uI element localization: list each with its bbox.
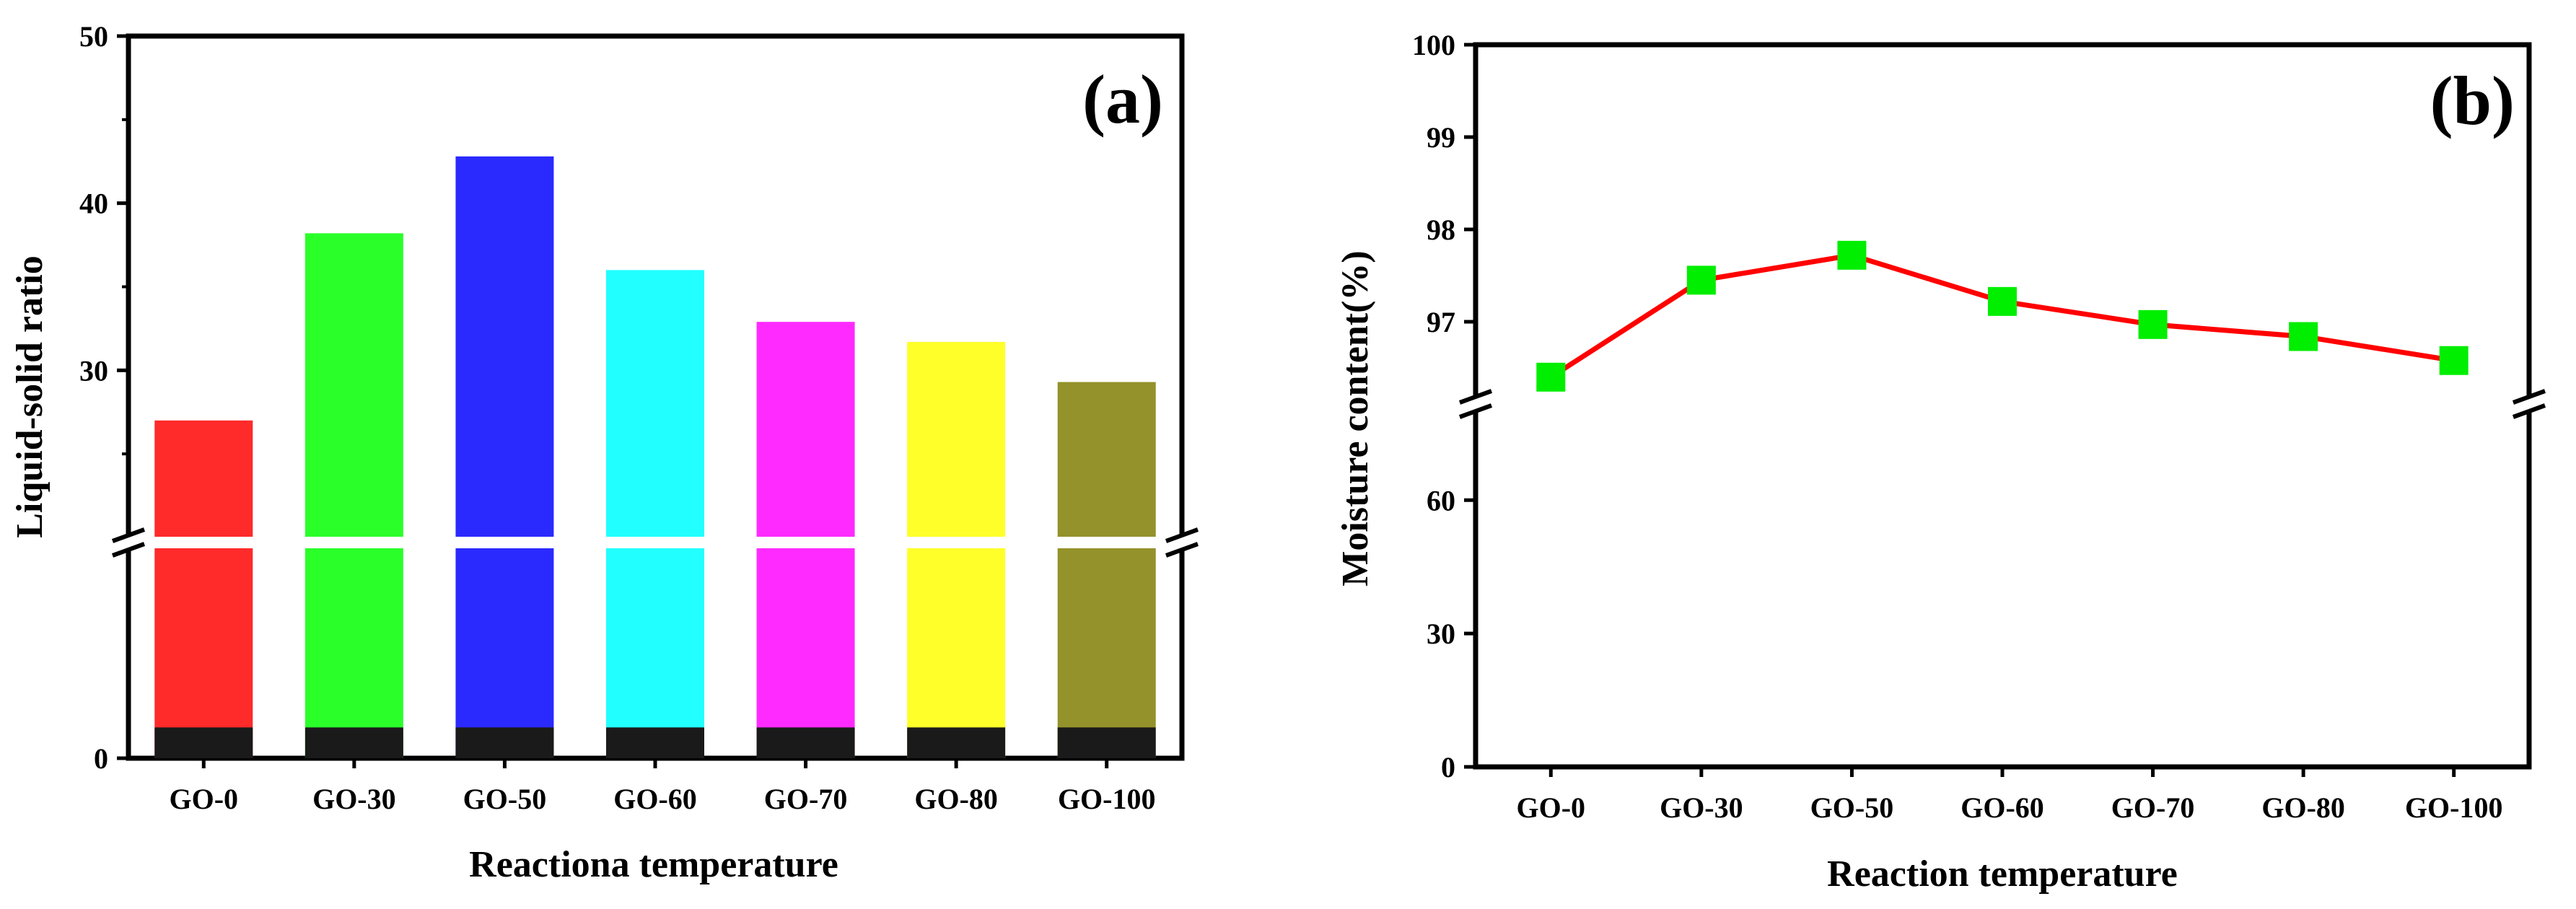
y-tick-label-40: 40 <box>79 188 108 220</box>
bar-GO-80-upper <box>907 341 1006 537</box>
break-right-slash-bottom <box>1165 542 1199 558</box>
y-tick-label-97: 97 <box>1427 306 1455 338</box>
bar-GO-30-base <box>305 727 403 758</box>
bar-GO-50-lower <box>455 548 554 758</box>
panel-a-label: (a) <box>1082 61 1163 138</box>
panel-b-y-axis-title: Moisture content(%) <box>1335 250 1376 587</box>
bar-GO-50-base <box>455 727 554 758</box>
bar-GO-80-lower <box>907 548 1006 758</box>
panel-a-y-axis-title: Liquid-solid ratio <box>9 255 51 538</box>
y-tick-label-100: 100 <box>1412 29 1455 61</box>
x-tick-label-GO-30: GO-30 <box>312 783 396 815</box>
x-tick-label-GO-50: GO-50 <box>1810 791 1894 824</box>
y-tick-label-99: 99 <box>1427 121 1455 154</box>
marker-GO-30 <box>1686 265 1716 295</box>
bar-GO-100-base <box>1057 727 1156 758</box>
break-gap-band <box>131 537 1179 548</box>
bar-GO-0-base <box>154 727 253 758</box>
bar-GO-30-lower <box>305 548 403 758</box>
marker-GO-100 <box>2439 346 2468 375</box>
y-tick-label-30: 30 <box>1427 618 1455 650</box>
x-tick-label-GO-80: GO-80 <box>914 783 998 815</box>
x-tick-label-GO-60: GO-60 <box>613 783 697 815</box>
x-tick-label-GO-80: GO-80 <box>2261 791 2345 824</box>
panel-a-x-axis-title: Reactiona temperature <box>469 844 838 885</box>
panel-a-y-ticks: 0 30 40 50 <box>79 20 128 775</box>
y-tick-label-98: 98 <box>1427 214 1455 246</box>
bar-GO-60-upper <box>606 270 704 537</box>
x-tick-label-GO-70: GO-70 <box>764 783 848 815</box>
y-tick-label-0: 0 <box>94 742 108 775</box>
marker-GO-50 <box>1837 240 1867 270</box>
x-tick-label-GO-60: GO-60 <box>1961 791 2044 824</box>
break-left-slash-top <box>111 527 146 543</box>
x-tick-label-GO-0: GO-0 <box>170 783 239 815</box>
bar-GO-60-lower <box>606 548 704 758</box>
panel-a-x-ticks: GO-0 GO-30 GO-50 GO-60 GO-70 GO-80 GO-100 <box>170 758 1156 815</box>
bar-GO-0-upper <box>154 420 253 537</box>
x-tick-label-GO-0: GO-0 <box>1517 791 1586 824</box>
panel-b-frame <box>1473 42 2532 770</box>
panel-b-x-ticks: GO-0 GO-30 GO-50 GO-60 GO-70 GO-80 GO-100 <box>1517 767 2503 824</box>
y-tick-label-30: 30 <box>79 354 108 387</box>
y-tick-label-60: 60 <box>1427 484 1455 517</box>
y-tick-label-0: 0 <box>1441 751 1455 783</box>
marker-GO-80 <box>2289 322 2318 351</box>
bar-GO-30-upper <box>305 233 403 537</box>
bar-GO-0-lower <box>154 548 253 758</box>
x-tick-label-GO-50: GO-50 <box>463 783 547 815</box>
panel-a-axis-break <box>111 527 1199 558</box>
panel-b-label: (b) <box>2430 62 2515 139</box>
bar-GO-70-upper <box>756 322 855 537</box>
bar-GO-50-upper <box>455 156 554 538</box>
break-left-slash-top <box>1458 389 1493 405</box>
bar-GO-100-upper <box>1057 382 1156 537</box>
panel-b-series <box>1536 240 2468 392</box>
panel-b-axis-break <box>1458 389 2546 419</box>
break-right-slash-bottom <box>2512 403 2546 419</box>
y-tick-label-50: 50 <box>79 20 108 53</box>
bar-GO-80-base <box>907 727 1006 758</box>
bar-GO-100-lower <box>1057 548 1156 758</box>
panel-a-bars <box>154 156 1156 758</box>
break-left-slash-bottom <box>111 542 146 558</box>
marker-GO-60 <box>1988 286 2017 316</box>
bar-GO-70-lower <box>756 548 855 758</box>
break-right-slash-top <box>2512 389 2546 405</box>
marker-GO-0 <box>1536 362 1566 392</box>
break-right-slash-top <box>1165 527 1199 543</box>
x-tick-label-GO-100: GO-100 <box>2405 791 2503 824</box>
x-tick-label-GO-70: GO-70 <box>2111 791 2195 824</box>
marker-GO-70 <box>2138 309 2168 339</box>
x-tick-label-GO-30: GO-30 <box>1660 791 1743 824</box>
series-line <box>1549 252 2455 379</box>
x-tick-label-GO-100: GO-100 <box>1058 783 1156 815</box>
bar-GO-70-base <box>756 727 855 758</box>
panel-b-y-ticks: 97 98 99 100 0 30 60 <box>1412 29 1476 783</box>
break-left-slash-bottom <box>1458 403 1493 419</box>
bar-GO-60-base <box>606 727 704 758</box>
panel-b-x-axis-title: Reaction temperature <box>1827 853 2178 895</box>
